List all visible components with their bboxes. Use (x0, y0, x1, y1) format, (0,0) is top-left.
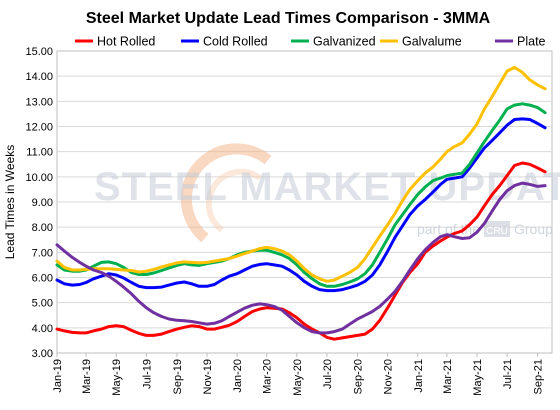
y-tick-label: 4.00 (32, 323, 53, 335)
legend-label: Galvanized (313, 35, 376, 49)
x-tick-label: Sep-19 (172, 359, 184, 394)
y-tick-label: 5.00 (32, 298, 53, 310)
watermark-tagline-prefix: part of the (417, 221, 480, 237)
watermark-swoosh-inner (205, 168, 262, 233)
legend: Hot Rolled Cold Rolled Galvanized Galvalume… (75, 35, 546, 49)
watermark-swoosh (180, 143, 272, 243)
x-tick-label: May-21 (472, 359, 484, 396)
x-tick-label: Jan-19 (52, 359, 64, 393)
y-tick-label: 6.00 (32, 273, 53, 285)
x-tick-label: Nov-20 (383, 359, 395, 394)
legend-item: Hot Rolled (75, 35, 155, 49)
watermark-cru-box (484, 221, 510, 237)
x-tick-label: Jan-20 (232, 359, 244, 393)
x-tick-label: Mar-19 (81, 359, 93, 394)
x-tick-label: May-19 (111, 359, 123, 396)
y-tick-label: 15.00 (25, 46, 53, 58)
watermark-logo (180, 143, 272, 243)
y-axis-title: Lead Times in Weeks (3, 145, 17, 260)
x-tick-label: Jul-19 (141, 359, 153, 389)
x-axis-ticks: Jan-19 Mar-19 May-19 Jul-19 Sep-19 Nov-19 Jan-… (52, 353, 545, 396)
series-line-hot-rolled (55, 161, 547, 341)
x-tick-label: Sep-20 (353, 359, 365, 394)
y-tick-label: 13.00 (25, 96, 53, 108)
legend-label: Plate (517, 35, 546, 49)
series-line-plate (55, 181, 547, 335)
x-tick-label: Nov-19 (202, 359, 214, 394)
y-tick-label: 11.00 (26, 147, 53, 159)
y-tick-label: 12.00 (25, 122, 53, 134)
legend-label: Hot Rolled (97, 35, 155, 49)
y-tick-label: 10.00 (25, 172, 53, 184)
series-line-galvanized (55, 102, 547, 288)
legend-item: Galvanized (291, 35, 376, 49)
series-line-galvalume (55, 65, 547, 283)
plot-area: STEEL MARKET UPDATE part of the CRU Grou… (55, 50, 560, 354)
gridlines (57, 75, 552, 329)
x-tick-label: Mar-20 (262, 359, 274, 394)
series-line-cold-rolled (55, 117, 547, 293)
watermark: STEEL MARKET UPDATE part of the CRU Grou… (94, 143, 560, 243)
x-tick-label: Mar-21 (442, 359, 454, 394)
x-tick-label: Jul-20 (322, 359, 334, 389)
y-tick-label: 3.00 (32, 348, 53, 360)
x-tick-label: Sep-21 (533, 359, 545, 394)
y-tick-label: 9.00 (32, 197, 53, 209)
legend-item: Plate (495, 35, 546, 49)
watermark-brand: STEEL MARKET UPDATE (94, 165, 560, 209)
legend-item: Galvalume (380, 35, 462, 49)
x-tick-label: May-20 (292, 359, 304, 396)
y-tick-label: 14.00 (25, 71, 53, 83)
x-tick-label: Jan-21 (413, 359, 425, 393)
watermark-tagline-mid: CRU (486, 226, 508, 237)
legend-label: Cold Rolled (203, 35, 268, 49)
watermark-tagline: part of the CRU Group (417, 221, 553, 237)
chart-title: Steel Market Update Lead Times Compariso… (86, 10, 491, 27)
legend-label: Galvalume (402, 35, 462, 49)
watermark-tagline-suffix: Group (514, 221, 553, 237)
series-lines (55, 65, 547, 341)
legend-item: Cold Rolled (181, 35, 268, 49)
y-tick-label: 7.00 (32, 247, 53, 259)
y-tick-label: 8.00 (32, 222, 53, 234)
y-axis-ticks: 3.00 4.00 5.00 6.00 7.00 8.00 9.00 10.00 11.00 12… (25, 46, 53, 360)
x-tick-label: Jul-21 (502, 359, 514, 389)
